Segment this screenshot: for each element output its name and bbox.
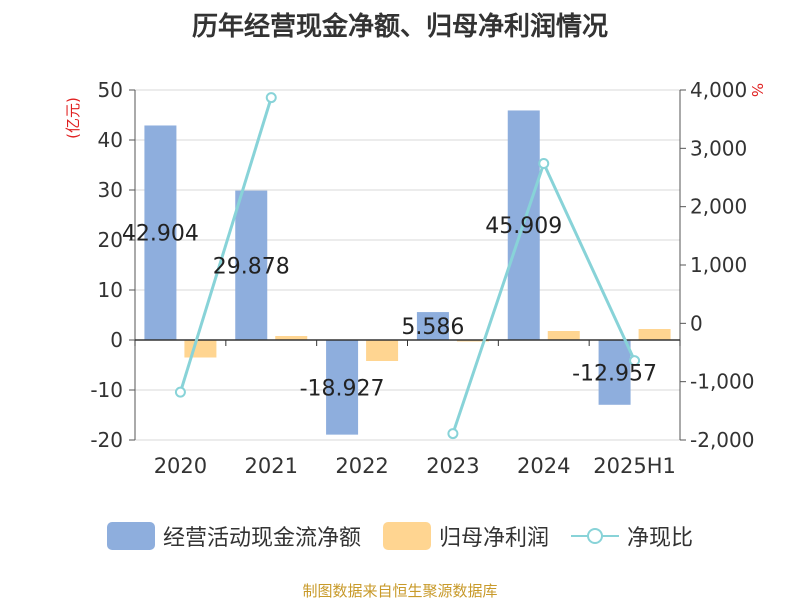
y-left-tick-label: -10 bbox=[90, 378, 123, 402]
data-label-cash-2020: 42.904 bbox=[122, 222, 199, 247]
data-label-cash-2025H1: -12.957 bbox=[572, 361, 657, 386]
y-left-tick-label: 10 bbox=[98, 278, 123, 302]
data-label-cash-2022: -18.927 bbox=[300, 376, 385, 401]
legend-swatch-profit bbox=[382, 522, 431, 550]
point-ratio-2020 bbox=[174, 386, 186, 398]
legend-swatch-ratio bbox=[571, 522, 619, 550]
bar-profit-2020 bbox=[184, 340, 217, 358]
x-tick-label: 2023 bbox=[426, 454, 479, 478]
point-ratio-2024 bbox=[538, 158, 550, 169]
bar-profit-2024 bbox=[547, 331, 580, 340]
bar-cash-2023 bbox=[416, 312, 449, 340]
data-label-cash-2021: 29.878 bbox=[213, 254, 290, 279]
bar-cash-2020 bbox=[144, 125, 177, 340]
x-tick-label: 2022 bbox=[335, 454, 388, 478]
y-right-tick-label: 2,000 bbox=[690, 195, 747, 219]
legend-item-profit[interactable]: 归母净利润 bbox=[382, 520, 549, 552]
source-note: 制图数据来自恒生聚源数据库 bbox=[302, 582, 498, 600]
y-left-tick-label: -20 bbox=[90, 428, 123, 452]
y-left-tick-label: 50 bbox=[98, 78, 123, 102]
point-ratio-2025H1 bbox=[629, 355, 641, 367]
bar-cash-2022 bbox=[326, 340, 359, 435]
x-tick-label: 2025H1 bbox=[593, 454, 676, 478]
y-right-tick-label: -1,000 bbox=[690, 370, 754, 394]
series-line-ratio bbox=[178, 97, 273, 393]
legend-item-cash[interactable]: 经营活动现金流净额 bbox=[106, 520, 361, 552]
y-right-tick-label: -2,000 bbox=[690, 428, 754, 452]
point-ratio-2021 bbox=[265, 92, 277, 104]
x-tick-label: 2024 bbox=[517, 454, 570, 478]
y-left-tick-label: 0 bbox=[110, 328, 123, 352]
chart-title: 历年经营现金净额、归母净利润情况 bbox=[191, 12, 608, 42]
y-left-tick-label: 40 bbox=[98, 128, 123, 152]
y-right-tick-label: 3,000 bbox=[690, 136, 747, 160]
point-ratio-2023 bbox=[447, 428, 459, 440]
bar-profit-2025H1 bbox=[638, 329, 671, 340]
y-right-tick-label: 1,000 bbox=[690, 253, 747, 277]
bar-cash-2025H1 bbox=[598, 340, 631, 405]
legend-item-ratio[interactable]: 净现比 bbox=[571, 520, 693, 552]
y-right-tick-label: 0 bbox=[690, 311, 703, 335]
legend-label-profit: 归母净利润 bbox=[438, 526, 549, 551]
x-tick-label: 2021 bbox=[245, 454, 298, 478]
legend-swatch-cash bbox=[106, 522, 155, 550]
legend: 经营活动现金流净额 归母净利润 净现比 bbox=[0, 518, 800, 554]
y-left-tick-label: 30 bbox=[98, 178, 123, 202]
chart-canvas: -20 -10 0 10 20 30 40 50 -2,000 -1,000 0 1,000 2,000… bbox=[64, 78, 766, 478]
y-left-tick-label: 20 bbox=[98, 228, 123, 252]
x-tick-label: 2020 bbox=[154, 454, 207, 478]
legend-label-cash: 经营活动现金流净额 bbox=[162, 526, 361, 551]
legend-label-ratio: 净现比 bbox=[627, 526, 694, 551]
y-left-unit-label: (亿元) bbox=[64, 97, 82, 139]
y-right-tick-label: 4,000 bbox=[690, 78, 747, 102]
y-right-unit-label: % bbox=[748, 83, 766, 97]
data-label-cash-2024: 45.909 bbox=[485, 214, 562, 239]
bar-profit-2021 bbox=[275, 336, 308, 340]
data-label-cash-2023: 5.586 bbox=[401, 315, 464, 340]
bar-profit-2022 bbox=[366, 340, 399, 361]
bar-cash-2021 bbox=[235, 190, 268, 340]
